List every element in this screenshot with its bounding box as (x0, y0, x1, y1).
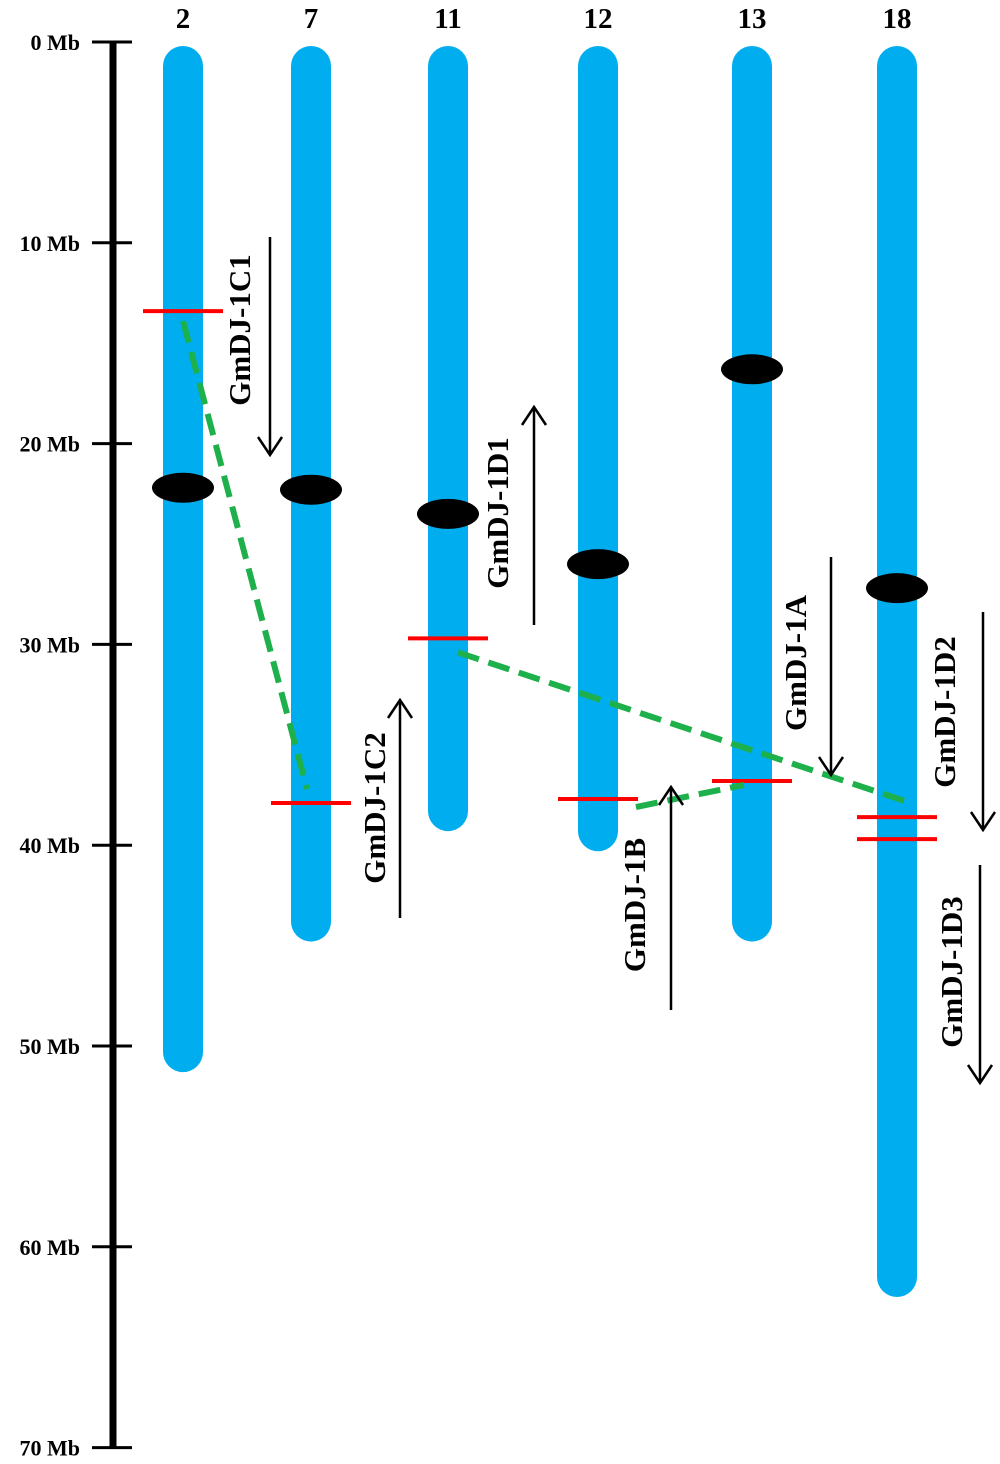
axis-tick-label: 20 Mb (20, 432, 81, 457)
gene-label-group-gmdj-1d2: GmDJ-1D2 (927, 612, 997, 833)
gene-label: GmDJ-1A (778, 594, 813, 731)
chromosome-12 (578, 46, 618, 852)
scale-axis: 0 Mb 10 Mb 20 Mb 30 Mb 40 Mb 50 Mb 60 Mb 70 Mb (20, 30, 132, 1461)
chromosome-label-12: 12 (584, 3, 613, 35)
gene-label: GmDJ-1D1 (480, 437, 515, 589)
arrow-up-icon (520, 404, 548, 426)
arrow-down-icon (966, 1064, 994, 1086)
duplication-link-gmdj-1b-gmdj-1a (635, 782, 745, 810)
gene-markers (143, 309, 937, 842)
chromosome-label-18: 18 (883, 3, 912, 35)
centromere-12 (567, 549, 629, 580)
gene-label-group-gmdj-1c2: GmDJ-1C2 (357, 697, 414, 918)
axis-tick-label: 0 Mb (31, 30, 81, 55)
centromere-11 (417, 498, 479, 529)
centromere-18 (866, 573, 928, 604)
duplication-link-gmdj-1c1-gmdj-1c2 (180, 320, 310, 790)
axis-tick-label: 30 Mb (20, 632, 81, 657)
axis-tick-label: 60 Mb (20, 1235, 81, 1260)
centromere-7 (280, 474, 342, 505)
arrow-up-icon (657, 784, 685, 806)
gene-label-group-gmdj-1c1: GmDJ-1C1 (222, 237, 284, 458)
chromosome-label-2: 2 (176, 3, 191, 35)
gene-label: GmDJ-1C1 (222, 254, 257, 406)
chromosome-18 (877, 46, 917, 1297)
gene-label-group-gmdj-1a: GmDJ-1A (778, 557, 845, 778)
centromere-13 (721, 354, 783, 385)
centromere-2 (152, 472, 214, 503)
gene-label: GmDJ-1B (617, 838, 652, 972)
axis-tick-label: 40 Mb (20, 833, 81, 858)
gene-label: GmDJ-1D2 (927, 636, 962, 788)
chromosome-11 (428, 46, 468, 832)
chromosome-label-11: 11 (434, 3, 461, 35)
arrow-up-icon (386, 697, 414, 719)
chromosome-2 (163, 46, 203, 1073)
gene-label-group-gmdj-1d1: GmDJ-1D1 (480, 404, 548, 625)
chromosome-label-7: 7 (304, 3, 319, 35)
axis-tick-label: 50 Mb (20, 1034, 81, 1059)
chromosome-13 (732, 46, 772, 942)
arrow-down-icon (256, 436, 284, 458)
chromosomes: 2 7 11 12 13 18 (152, 3, 928, 1297)
duplication-link-gmdj-1d1-gmdj-1d2 (457, 649, 906, 804)
gene-label: GmDJ-1D3 (934, 896, 969, 1048)
gene-label: GmDJ-1C2 (357, 732, 392, 884)
gene-label-group-gmdj-1b: GmDJ-1B (617, 784, 685, 1010)
arrow-down-icon (817, 756, 845, 778)
chromosome-label-13: 13 (738, 3, 767, 35)
gene-labels: GmDJ-1C1 GmDJ-1C2 GmDJ-1D1 GmDJ-1B GmDJ-1A Gm… (222, 237, 997, 1086)
axis-tick-label: 10 Mb (20, 231, 81, 256)
axis-tick-label: 70 Mb (20, 1436, 81, 1461)
gene-label-group-gmdj-1d3: GmDJ-1D3 (934, 865, 994, 1086)
arrow-down-icon (969, 811, 997, 833)
